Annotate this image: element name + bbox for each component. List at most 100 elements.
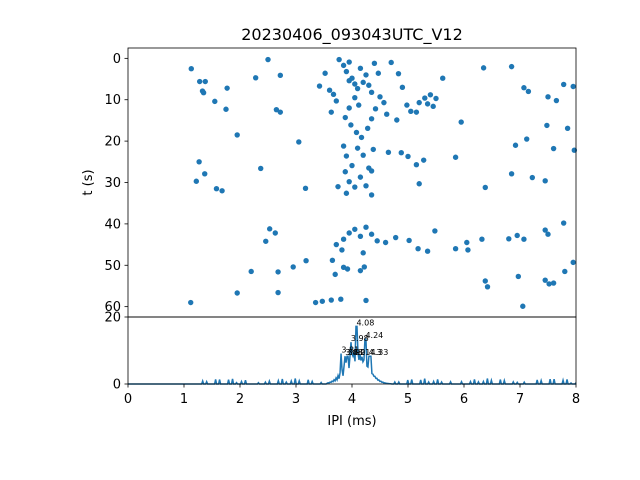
histogram-axes-frame: [127, 316, 577, 385]
scatter-point: [424, 248, 431, 254]
scatter-point: [529, 174, 536, 181]
x-tick-label: 3: [292, 392, 300, 407]
scatter-point: [416, 99, 422, 106]
scatter-point: [328, 297, 334, 303]
scatter-point: [398, 150, 404, 156]
scatter-point: [352, 94, 358, 101]
scatter-point: [223, 106, 229, 112]
scatter-point: [432, 228, 438, 234]
scatter-point: [342, 114, 348, 121]
scatter-point: [224, 85, 230, 91]
y-axis-ticks: 0 10 20 30 40 50 60: [104, 52, 128, 315]
y-tick-label: 0: [113, 52, 121, 67]
peak-label: 4.01: [353, 348, 371, 357]
scatter-point: [424, 101, 431, 107]
scatter-point: [212, 98, 218, 105]
scatter-point: [514, 232, 520, 239]
scatter-point: [413, 109, 420, 115]
scatter-point: [433, 95, 439, 102]
scatter-point: [508, 171, 515, 177]
scatter-point: [352, 226, 358, 232]
scatter-point: [196, 78, 203, 85]
scatter-point: [354, 145, 361, 151]
y-tick-label: 10: [104, 93, 121, 108]
scatter-point: [193, 178, 200, 184]
scatter-point: [382, 239, 389, 246]
scatter-point: [339, 247, 345, 253]
scatter-point: [520, 303, 526, 309]
scatter-point: [202, 171, 208, 177]
scatter-point: [196, 159, 202, 165]
scatter-point: [340, 143, 347, 149]
scatter-point: [512, 142, 519, 148]
scatter-point: [515, 273, 522, 280]
scatter-point: [440, 75, 446, 81]
scatter-point: [234, 132, 240, 138]
y-tick-label: 50: [104, 259, 121, 274]
scatter-point: [370, 146, 376, 153]
scatter-point: [329, 257, 336, 264]
peak-label: 4.33: [370, 348, 388, 357]
scatter-point: [188, 299, 194, 306]
scatter-point: [452, 246, 459, 252]
scatter-point: [542, 227, 548, 233]
scatter-point: [368, 192, 375, 198]
scatter-point: [346, 105, 352, 111]
x-tick-label: 0: [124, 392, 132, 407]
scatter-point: [277, 72, 284, 79]
scatter-point: [200, 89, 207, 96]
scatter-point: [346, 59, 352, 65]
scatter-point: [506, 236, 512, 242]
peak-label: 3.88: [345, 348, 363, 357]
scatter-point: [375, 70, 382, 76]
scatter-point: [545, 94, 551, 100]
scatter-point: [406, 237, 412, 244]
scatter-point: [326, 87, 333, 93]
scatter-point: [258, 165, 264, 172]
scatter-point: [363, 72, 369, 78]
x-tick-label: 6: [460, 392, 468, 407]
scatter-point: [312, 299, 319, 306]
scatter-point: [452, 154, 459, 160]
peak-label: 3.98: [351, 334, 369, 343]
scatter-axes: 20230406_093043UTC_V12 0 10 20 30 40 50 60 t (…: [81, 25, 578, 318]
scatter-point: [360, 79, 366, 86]
y-tick-label: 40: [104, 217, 121, 232]
scatter-point: [343, 153, 350, 159]
scatter-point: [328, 109, 334, 115]
scatter-point: [416, 181, 422, 187]
scatter-point: [482, 184, 488, 191]
scatter-point: [296, 139, 302, 145]
x-axis-ticks: 0 1 2 3 4 5 6 7 8: [124, 384, 580, 407]
y-tick-label: 60: [104, 300, 121, 315]
scatter-point: [521, 85, 527, 91]
scatter-point: [333, 98, 340, 104]
peak-label: 3.92: [348, 348, 366, 357]
peak-label: 4.3: [369, 348, 382, 357]
scatter-point: [346, 178, 352, 185]
scatter-point: [415, 246, 421, 252]
scatter-point: [354, 85, 361, 92]
scatter-point: [252, 75, 259, 81]
scatter-point: [349, 162, 355, 169]
scatter-point: [368, 168, 375, 174]
x-axis-label: IPI (ms): [327, 414, 376, 429]
scatter-point: [399, 84, 406, 91]
scatter-point: [213, 186, 220, 192]
scatter-point: [275, 269, 281, 275]
scatter-point: [338, 296, 344, 302]
scatter-point: [357, 174, 364, 180]
scatter-point: [525, 88, 532, 95]
scatter-point: [408, 108, 414, 115]
scatter-point: [544, 122, 550, 129]
scatter-point: [330, 91, 337, 98]
chart-title: 20230406_093043UTC_V12: [241, 25, 463, 45]
scatter-point: [363, 183, 369, 189]
scatter-point: [219, 188, 225, 194]
scatter-point: [560, 81, 567, 88]
scatter-point: [458, 119, 464, 125]
scatter-point: [413, 162, 420, 168]
scatter-point: [352, 81, 358, 87]
